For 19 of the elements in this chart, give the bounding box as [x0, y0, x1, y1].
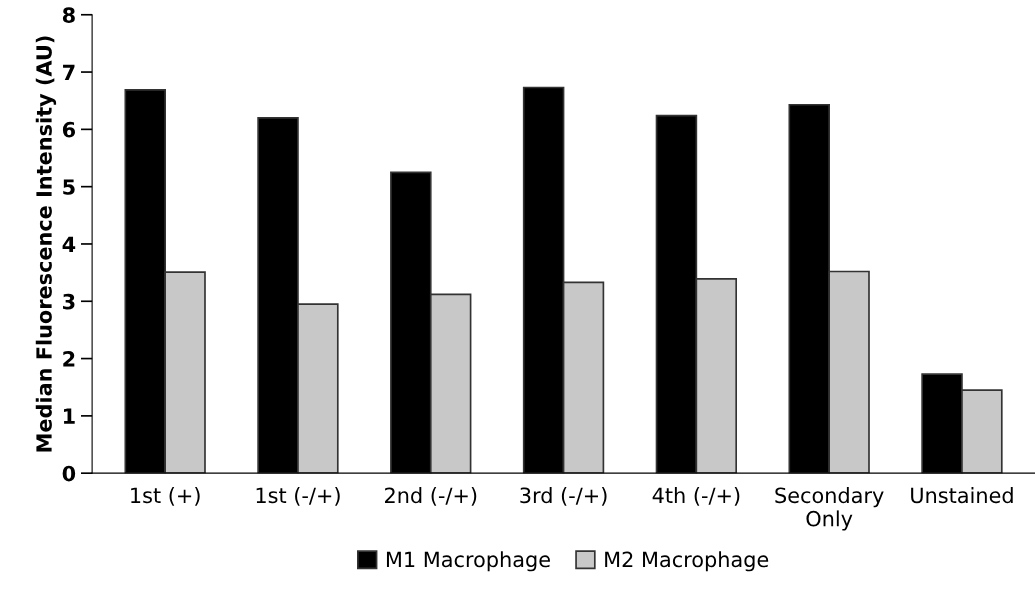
y-tick-label: 8: [62, 7, 75, 23]
x-tick-label: Secondary Only: [775, 487, 884, 531]
y-tick-label: 4: [62, 236, 76, 252]
x-tick-label: 2nd (-/+): [385, 487, 477, 506]
y-tick-label: 6: [62, 121, 76, 138]
y-tick-label: 5: [63, 179, 75, 195]
x-tick-label: 4th (-/+): [652, 487, 740, 506]
y-tick-label: 1: [64, 408, 75, 424]
legend-label: M1 Macrophage: [386, 551, 550, 572]
y-axis-title: Median Fluorescence Intensity (AU): [35, 36, 57, 452]
y-tick-label: 3: [63, 293, 75, 310]
y-tick-label: 0: [62, 465, 76, 482]
legend-label: M2 Macrophage: [605, 551, 769, 572]
x-tick-label: 3rd (-/+): [520, 487, 607, 506]
y-tick-label: 2: [63, 351, 75, 367]
x-tick-label: Unstained: [911, 487, 1013, 504]
x-tick-label: 1st (+): [131, 487, 200, 506]
y-tick-label: 7: [63, 64, 75, 80]
x-tick-label: 1st (-/+): [256, 487, 340, 506]
